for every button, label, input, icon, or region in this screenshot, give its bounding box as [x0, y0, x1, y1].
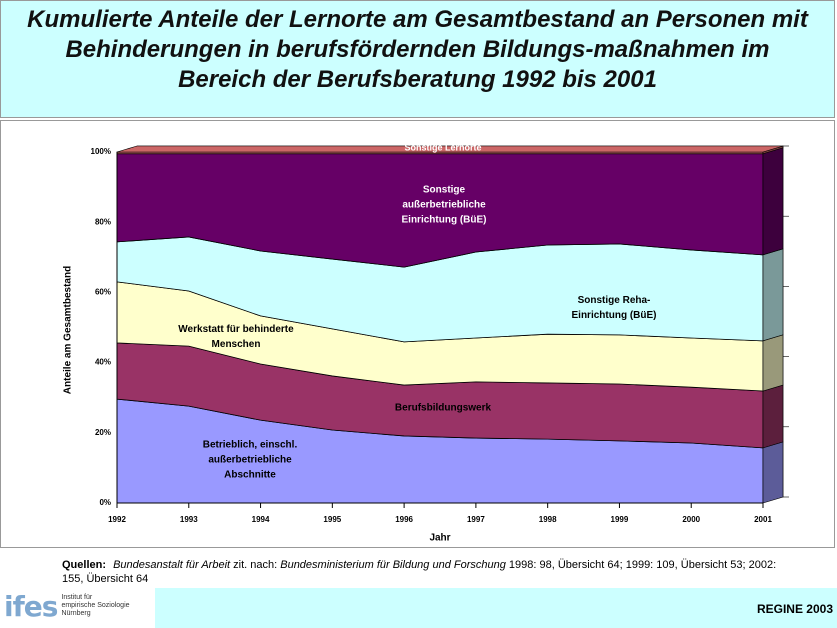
series-label: Berufsbildungswerk — [394, 402, 492, 414]
source-part: Bundesanstalt für Arbeit — [113, 559, 231, 571]
area-top — [116, 145, 784, 153]
x-tick-label: 2001 — [754, 515, 772, 524]
x-tick-label: 2000 — [682, 515, 700, 524]
area-side — [762, 248, 784, 342]
series-label: Betrieblich, einschl. außerbetriebliche … — [202, 439, 298, 481]
area-side — [762, 384, 784, 449]
x-tick-label: 1997 — [467, 515, 485, 524]
source-label: Quellen: — [62, 559, 107, 571]
chart-frame — [0, 120, 835, 548]
logo-line: Nürnberg — [61, 610, 91, 617]
title: Kumulierte Anteile der Lernorte am Gesam… — [0, 0, 835, 118]
logo: ifes Institut für empirische Soziologie Nür… — [4, 586, 130, 626]
footer: REGINE 2003 — [155, 588, 837, 628]
source-part: zit. nach: — [233, 559, 278, 571]
area-side — [762, 441, 784, 504]
series-label: Sonstige Reha-Einrichtung (BüE) — [571, 295, 657, 321]
series-label: Sonstige außerbetriebliche Einrichtung (… — [401, 184, 487, 226]
source-part: 1998: 98, Übersicht 64; 1999: 109, Übers… — [62, 559, 777, 585]
x-tick-label: 1998 — [539, 515, 557, 524]
area-side — [762, 147, 784, 256]
y-tick-label: 80% — [95, 217, 111, 226]
y-tick-label: 40% — [95, 358, 111, 367]
series-label: Werkstatt für behinderte Menschen — [178, 324, 294, 350]
x-tick-label: 1992 — [108, 515, 126, 524]
series-label: Sonstige Lernorte — [404, 142, 482, 153]
logo-mark: ifes — [4, 589, 58, 623]
logo-text: Institut für empirische Soziologie Nürnber… — [61, 594, 129, 618]
chart: Anteile am Gesamtbestand Jahr 0% 20% 40% 60… — [63, 145, 789, 544]
x-tick-label: 1996 — [395, 515, 413, 524]
y-tick-label: 0% — [99, 498, 111, 507]
x-tick-label: 1999 — [611, 515, 629, 524]
logo-line: empirische Soziologie — [61, 602, 130, 609]
logo-line: Institut für — [61, 594, 93, 601]
source-part: Bundesministerium für Bildung und Forsch… — [280, 559, 506, 571]
y-axis-label: Anteile am Gesamtbestand — [63, 266, 74, 394]
x-tick-label: 1993 — [180, 515, 198, 524]
y-tick-label: 100% — [91, 147, 111, 156]
y-tick-label: 20% — [95, 428, 111, 437]
y-tick-label: 60% — [95, 288, 111, 297]
x-tick-label: 1995 — [323, 515, 341, 524]
x-tick-label: 1994 — [252, 515, 270, 524]
x-axis-label: Jahr — [429, 533, 450, 544]
source: Quellen: Bundesanstalt für Arbeit zit. n… — [62, 558, 782, 586]
area-side — [762, 334, 784, 392]
